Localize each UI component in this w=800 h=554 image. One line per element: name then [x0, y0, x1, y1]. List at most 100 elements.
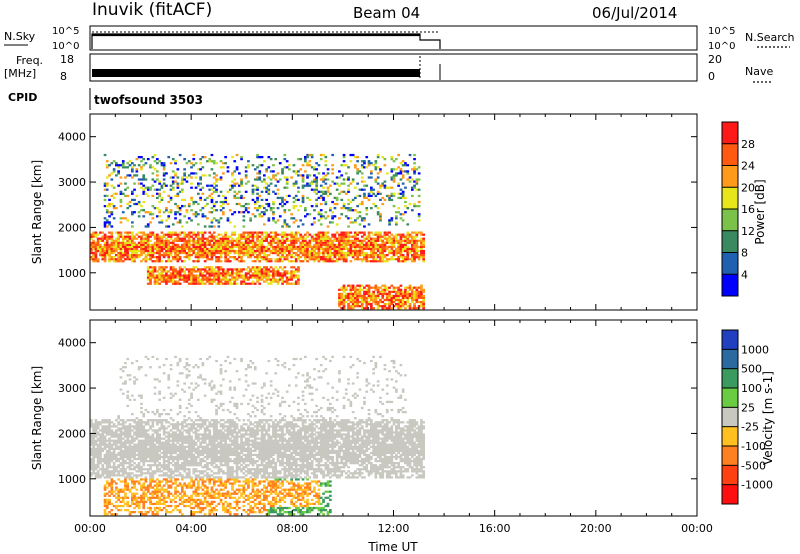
heatmap-cell: [340, 245, 344, 249]
heatmap-cell: [363, 307, 366, 310]
heatmap-cell: [119, 217, 123, 220]
heatmap-cell: [374, 286, 378, 289]
heatmap-cell: [333, 247, 337, 251]
heatmap-cell: [131, 437, 134, 440]
heatmap-cell: [156, 429, 159, 432]
heatmap-cell: [417, 300, 421, 304]
heatmap-cell: [215, 188, 218, 191]
heatmap-cell: [178, 496, 182, 499]
heatmap-cell: [158, 484, 161, 487]
heatmap-cell: [290, 243, 293, 247]
heatmap-cell: [156, 433, 159, 436]
heatmap-cell: [140, 457, 143, 461]
heatmap-cell: [319, 209, 323, 212]
heatmap-cell: [121, 504, 125, 508]
heatmap-cell: [401, 182, 405, 185]
heatmap-cell: [411, 296, 414, 300]
heatmap-cell: [153, 470, 157, 473]
heatmap-cell: [171, 278, 175, 281]
heatmap-cell: [124, 462, 127, 465]
heatmap-cell: [103, 235, 107, 238]
heatmap-cell: [135, 417, 139, 420]
heatmap-cell: [162, 233, 166, 236]
heatmap-cell: [201, 166, 205, 169]
heatmap-cell: [167, 200, 171, 204]
heatmap-cell: [101, 429, 105, 432]
heatmap-cell: [278, 272, 282, 275]
heatmap-cell: [140, 443, 143, 446]
heatmap-cell: [228, 278, 232, 281]
heatmap-cell: [103, 205, 107, 208]
heatmap-cell: [105, 470, 109, 473]
heatmap-cell: [160, 509, 164, 512]
heatmap-cell: [265, 231, 268, 234]
heatmap-cell: [151, 411, 155, 414]
heatmap-cell: [146, 188, 150, 191]
heatmap-cell: [420, 286, 423, 289]
heatmap-cell: [253, 188, 257, 191]
heatmap-cell: [390, 294, 394, 298]
heatmap-cell: [238, 237, 241, 240]
heatmap-cell: [310, 247, 314, 251]
heatmap-cell: [363, 294, 366, 298]
heatmap-cell: [381, 245, 385, 249]
heatmap-cell: [283, 153, 287, 157]
heatmap-cell: [335, 196, 339, 200]
heatmap-cell: [263, 274, 266, 277]
heatmap-cell: [397, 260, 400, 263]
heatmap-cell: [422, 258, 425, 261]
heatmap-cell: [276, 282, 280, 285]
heatmap-cell: [301, 164, 305, 167]
heatmap-cell: [146, 243, 150, 247]
heatmap-cell: [149, 419, 152, 422]
heatmap-cell: [324, 245, 328, 249]
heatmap-cell: [329, 237, 332, 240]
heatmap-cell: [365, 196, 369, 200]
heatmap-cell: [263, 276, 266, 279]
heatmap-cell: [126, 451, 130, 455]
heatmap-cell: [242, 237, 246, 240]
heatmap-cell: [354, 233, 357, 236]
heatmap-cell: [233, 249, 237, 253]
heatmap-cell: [306, 251, 309, 255]
heatmap-cell: [174, 254, 177, 257]
heatmap-cell: [171, 482, 175, 485]
heatmap-cell: [151, 474, 155, 477]
velocity-panel: [89, 319, 698, 517]
heatmap-cell: [128, 441, 132, 444]
heatmap-cell: [253, 268, 257, 271]
heatmap-cell: [101, 256, 105, 259]
heatmap-cell: [304, 256, 307, 259]
heatmap-cell: [224, 270, 227, 273]
heatmap-cell: [153, 235, 157, 238]
heatmap-cell: [406, 237, 410, 240]
heatmap-cell: [124, 455, 127, 459]
heatmap-cell: [121, 164, 125, 167]
heatmap-cell: [406, 235, 410, 238]
heatmap-cell: [112, 472, 116, 475]
heatmap-cell: [338, 241, 341, 244]
heatmap-cell: [269, 158, 273, 161]
heatmap-cell: [192, 231, 196, 234]
heatmap-cell: [92, 445, 95, 448]
heatmap-cell: [119, 451, 123, 455]
heatmap-cell: [137, 439, 141, 442]
heatmap-cell: [210, 256, 214, 259]
heatmap-cell: [256, 198, 259, 202]
heatmap-cell: [244, 176, 248, 179]
heatmap-cell: [158, 457, 161, 461]
heatmap-cell: [228, 249, 232, 253]
heatmap-cell: [171, 249, 175, 253]
heatmap-cell: [281, 231, 284, 234]
heatmap-cell: [401, 254, 405, 257]
heatmap-cell: [379, 260, 382, 263]
heatmap-cell: [272, 207, 275, 210]
heatmap-cell: [322, 233, 325, 236]
heatmap-cell: [197, 274, 200, 277]
heatmap-cell: [117, 490, 120, 493]
heatmap-cell: [203, 174, 207, 177]
heatmap-cell: [181, 239, 184, 242]
heatmap-cell: [276, 258, 280, 261]
heatmap-cell: [392, 235, 396, 238]
heatmap-cell: [201, 251, 205, 255]
